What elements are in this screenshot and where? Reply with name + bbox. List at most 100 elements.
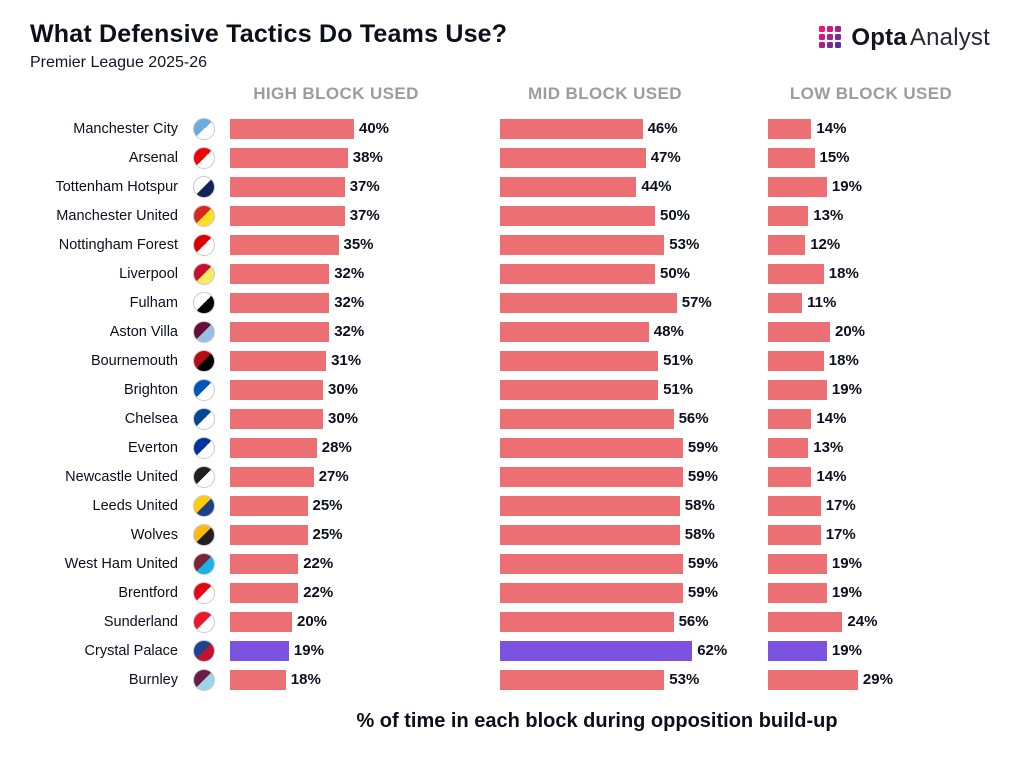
team-name-label: Bournemouth <box>90 352 178 369</box>
team-name-label: Wolves <box>130 526 178 543</box>
bar-cell: 50% <box>500 259 768 288</box>
opta-dot-grid-icon <box>819 26 843 50</box>
bar-low-block <box>768 321 830 342</box>
bar-cell: 35% <box>230 230 500 259</box>
bar-mid-block <box>500 234 665 255</box>
team-crest-icon <box>193 262 215 285</box>
bar-cell: 57% <box>500 288 768 317</box>
bar-cell: 37% <box>230 172 500 201</box>
crest-cell <box>178 610 230 633</box>
bar-low-block <box>768 176 827 197</box>
bar-value-label: 37% <box>349 207 380 224</box>
team-crest-icon <box>193 146 215 169</box>
bar-low-block <box>768 524 821 545</box>
opta-dot <box>835 42 842 48</box>
column-header-high-block: HIGH BLOCK USED <box>253 84 419 103</box>
brand-analyst-text: Analyst <box>909 24 990 51</box>
bar-cell: 32% <box>230 288 500 317</box>
opta-dot <box>827 34 834 40</box>
team-name-label: Burnley <box>128 671 178 688</box>
opta-dot <box>835 26 842 32</box>
page-title: What Defensive Tactics Do Teams Use? <box>30 20 508 48</box>
bar-value-label: 12% <box>810 236 841 253</box>
bar-cell: 25% <box>230 491 500 520</box>
bar-value-label: 51% <box>663 352 694 369</box>
bar-cell: 20% <box>768 317 1014 346</box>
bar-cell: 14% <box>768 404 1014 433</box>
bar-low-block <box>768 437 809 458</box>
bar-cell: 24% <box>768 607 1014 636</box>
team-crest-icon <box>193 378 215 401</box>
team-name-label: Manchester City <box>73 120 178 137</box>
crest-cell <box>178 117 230 140</box>
bar-low-block <box>768 292 803 313</box>
team-name-label: Leeds United <box>92 497 178 514</box>
bar-value-label: 22% <box>303 584 334 601</box>
team-name-label: Aston Villa <box>109 323 178 340</box>
team-name-label: Nottingham Forest <box>58 236 178 253</box>
bar-mid-block <box>500 495 680 516</box>
team-row: West Ham United 22% 59% 19% <box>0 549 1024 578</box>
team-row: Chelsea 30% 56% 14% <box>0 404 1024 433</box>
team-row: Sunderland 20% 56% 24% <box>0 607 1024 636</box>
crest-cell <box>178 436 230 459</box>
bar-value-label: 27% <box>318 468 349 485</box>
team-name-label: Newcastle United <box>65 468 178 485</box>
bar-cell: 62% <box>500 636 768 665</box>
column-header-mid-block: MID BLOCK USED <box>528 84 682 103</box>
bar-value-label: 32% <box>334 323 365 340</box>
page-header: What Defensive Tactics Do Teams Use? Pre… <box>0 0 1024 72</box>
bar-value-label: 19% <box>831 381 862 398</box>
bar-mid-block <box>500 176 637 197</box>
crest-cell <box>178 581 230 604</box>
block-usage-chart: HIGH BLOCK USED MID BLOCK USED LOW BLOCK… <box>0 82 1024 694</box>
bar-value-label: 59% <box>687 468 718 485</box>
team-row: Aston Villa 32% 48% 20% <box>0 317 1024 346</box>
bar-low-block <box>768 553 827 574</box>
bar-value-label: 15% <box>819 149 850 166</box>
bar-high-block <box>230 350 327 371</box>
bar-value-label: 24% <box>847 613 878 630</box>
page-subtitle: Premier League 2025-26 <box>30 54 208 71</box>
bar-cell: 14% <box>768 114 1014 143</box>
opta-dot <box>835 34 842 40</box>
bar-cell: 31% <box>230 346 500 375</box>
bar-cell: 58% <box>500 491 768 520</box>
team-name-label: Sunderland <box>103 613 178 630</box>
crest-cell <box>178 204 230 227</box>
bar-value-label: 19% <box>831 642 862 659</box>
team-crest-icon <box>193 349 215 372</box>
bar-cell: 25% <box>230 520 500 549</box>
bar-mid-block <box>500 379 659 400</box>
team-crest-icon <box>193 117 215 140</box>
team-name-label: West Ham United <box>64 555 178 572</box>
team-crest-icon <box>193 204 215 227</box>
team-name-label: Arsenal <box>128 149 178 166</box>
bar-low-block <box>768 495 821 516</box>
crest-cell <box>178 639 230 662</box>
bar-low-block <box>768 640 827 661</box>
team-crest-icon <box>193 436 215 459</box>
bar-value-label: 14% <box>816 120 847 137</box>
team-crest-icon <box>193 407 215 430</box>
bar-cell: 40% <box>230 114 500 143</box>
opta-dot <box>827 26 834 32</box>
bar-high-block <box>230 321 330 342</box>
bar-value-label: 53% <box>669 236 700 253</box>
bar-value-label: 25% <box>312 497 343 514</box>
bar-mid-block <box>500 669 665 690</box>
team-row: Liverpool 32% 50% 18% <box>0 259 1024 288</box>
team-name-label: Brentford <box>118 584 178 601</box>
bar-value-label: 31% <box>331 352 362 369</box>
team-row: Brighton 30% 51% 19% <box>0 375 1024 404</box>
bar-high-block <box>230 379 323 400</box>
bar-value-label: 35% <box>343 236 374 253</box>
team-name-label: Everton <box>128 439 178 456</box>
team-row: Wolves 25% 58% 17% <box>0 520 1024 549</box>
bar-value-label: 57% <box>681 294 712 311</box>
bar-mid-block <box>500 524 680 545</box>
bar-low-block <box>768 669 858 690</box>
bar-value-label: 58% <box>684 497 715 514</box>
bar-mid-block <box>500 263 655 284</box>
